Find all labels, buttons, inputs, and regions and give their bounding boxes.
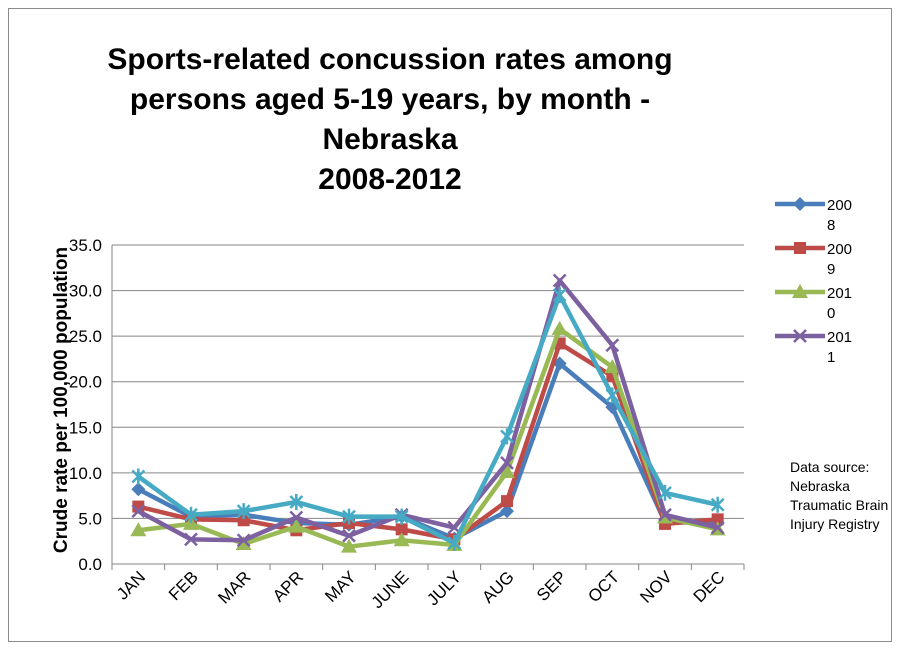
legend-label: 0 <box>827 305 835 322</box>
series-line <box>137 292 719 546</box>
y-tick-label: 5.0 <box>78 509 102 528</box>
x-tick-label: DEC <box>690 567 729 606</box>
x-tick-label: MAR <box>214 567 254 607</box>
legend-marker <box>794 242 806 254</box>
data-point <box>237 514 250 527</box>
legend-label: 201 <box>827 329 852 346</box>
x-tick-label: MAY <box>321 567 360 606</box>
data-point <box>132 500 145 513</box>
data-point <box>552 273 567 288</box>
data-point <box>501 495 513 508</box>
series-line <box>137 278 719 543</box>
legend-label: 200 <box>827 197 852 214</box>
series-2008 <box>131 356 725 546</box>
y-tick-label: 20.0 <box>69 373 102 392</box>
legend-marker <box>793 197 807 211</box>
data-point <box>342 528 356 543</box>
data-point <box>658 507 672 522</box>
x-tick-label: OCT <box>584 567 623 606</box>
data-point <box>447 535 462 552</box>
x-tick-label: JULY <box>423 567 465 609</box>
chart-title-line-2: persons aged 5-19 years, by month - <box>129 83 651 116</box>
legend-label: 8 <box>827 217 835 234</box>
data-point <box>131 482 146 497</box>
data-point <box>552 287 567 304</box>
series-unlabeled <box>131 287 725 552</box>
data-point <box>184 506 198 523</box>
legend-item: 2008 <box>775 197 852 234</box>
y-tick-label: 0.0 <box>78 555 102 574</box>
data-point <box>236 503 251 520</box>
data-point <box>289 510 304 525</box>
data-point <box>289 494 304 511</box>
legend-label: 9 <box>827 261 835 278</box>
series-line <box>137 341 718 542</box>
y-tick-label: 25.0 <box>69 327 102 346</box>
x-tick-label: NOV <box>636 567 676 607</box>
series-2011 <box>131 273 725 548</box>
data-point <box>500 428 514 445</box>
data-point <box>341 538 357 553</box>
data-point <box>499 463 515 478</box>
y-axis-label: Crude rate per 100,000 population <box>51 247 72 553</box>
legend-label: 200 <box>827 241 852 258</box>
data-point <box>183 515 199 530</box>
data-point <box>235 535 252 550</box>
y-tick-label: 15.0 <box>69 418 102 437</box>
data-point <box>711 513 724 526</box>
y-tick-label: 30.0 <box>69 282 102 301</box>
data-point <box>236 533 251 548</box>
data-point <box>710 520 725 535</box>
legend-marker <box>792 284 808 298</box>
x-tick-labels: JAN FEB MAR APR MAY JUNE JULY AUG SEP OCT NOV DEC <box>113 567 728 612</box>
legend-label: 1 <box>827 349 835 366</box>
data-point <box>500 504 514 519</box>
chart-title: Sports-related concussion rates among pe… <box>40 40 740 200</box>
x-tick-label: AUG <box>478 567 517 606</box>
x-tick-label: APR <box>269 567 307 605</box>
y-tick-label: 35.0 <box>69 236 102 255</box>
chart-title-line-1: Sports-related concussion rates among <box>107 43 673 76</box>
x-tick-label: JAN <box>113 567 149 603</box>
data-point <box>500 455 514 470</box>
x-tick-label: SEP <box>533 567 570 604</box>
data-point <box>288 518 305 533</box>
y-tick-label: 10.0 <box>69 464 102 483</box>
data-point <box>605 387 620 404</box>
data-point <box>393 532 410 547</box>
chart-title-line-3: Nebraska <box>322 123 458 156</box>
data-point <box>130 522 147 537</box>
x-tick-label: FEB <box>165 567 202 604</box>
data-point <box>342 508 356 525</box>
legend-marker <box>793 329 807 343</box>
data-point <box>710 496 725 513</box>
data-source-note: Data source: Nebraska Traumatic Brain In… <box>790 459 889 532</box>
data-point <box>395 523 408 536</box>
data-point <box>658 484 672 501</box>
legend-label: 201 <box>827 285 852 302</box>
data-point <box>394 508 409 525</box>
series-layer <box>130 273 726 553</box>
data-point <box>605 338 620 353</box>
data-point <box>551 320 568 335</box>
data-point <box>131 504 146 519</box>
chart-title-line-4: 2008-2012 <box>318 163 462 196</box>
data-point <box>604 359 621 374</box>
data-point <box>184 532 198 547</box>
data-point <box>131 468 146 485</box>
x-tick-label: JUNE <box>368 567 413 612</box>
y-tick-labels: 0.0 5.0 10.0 15.0 20.0 25.0 30.0 35.0 <box>69 236 102 574</box>
